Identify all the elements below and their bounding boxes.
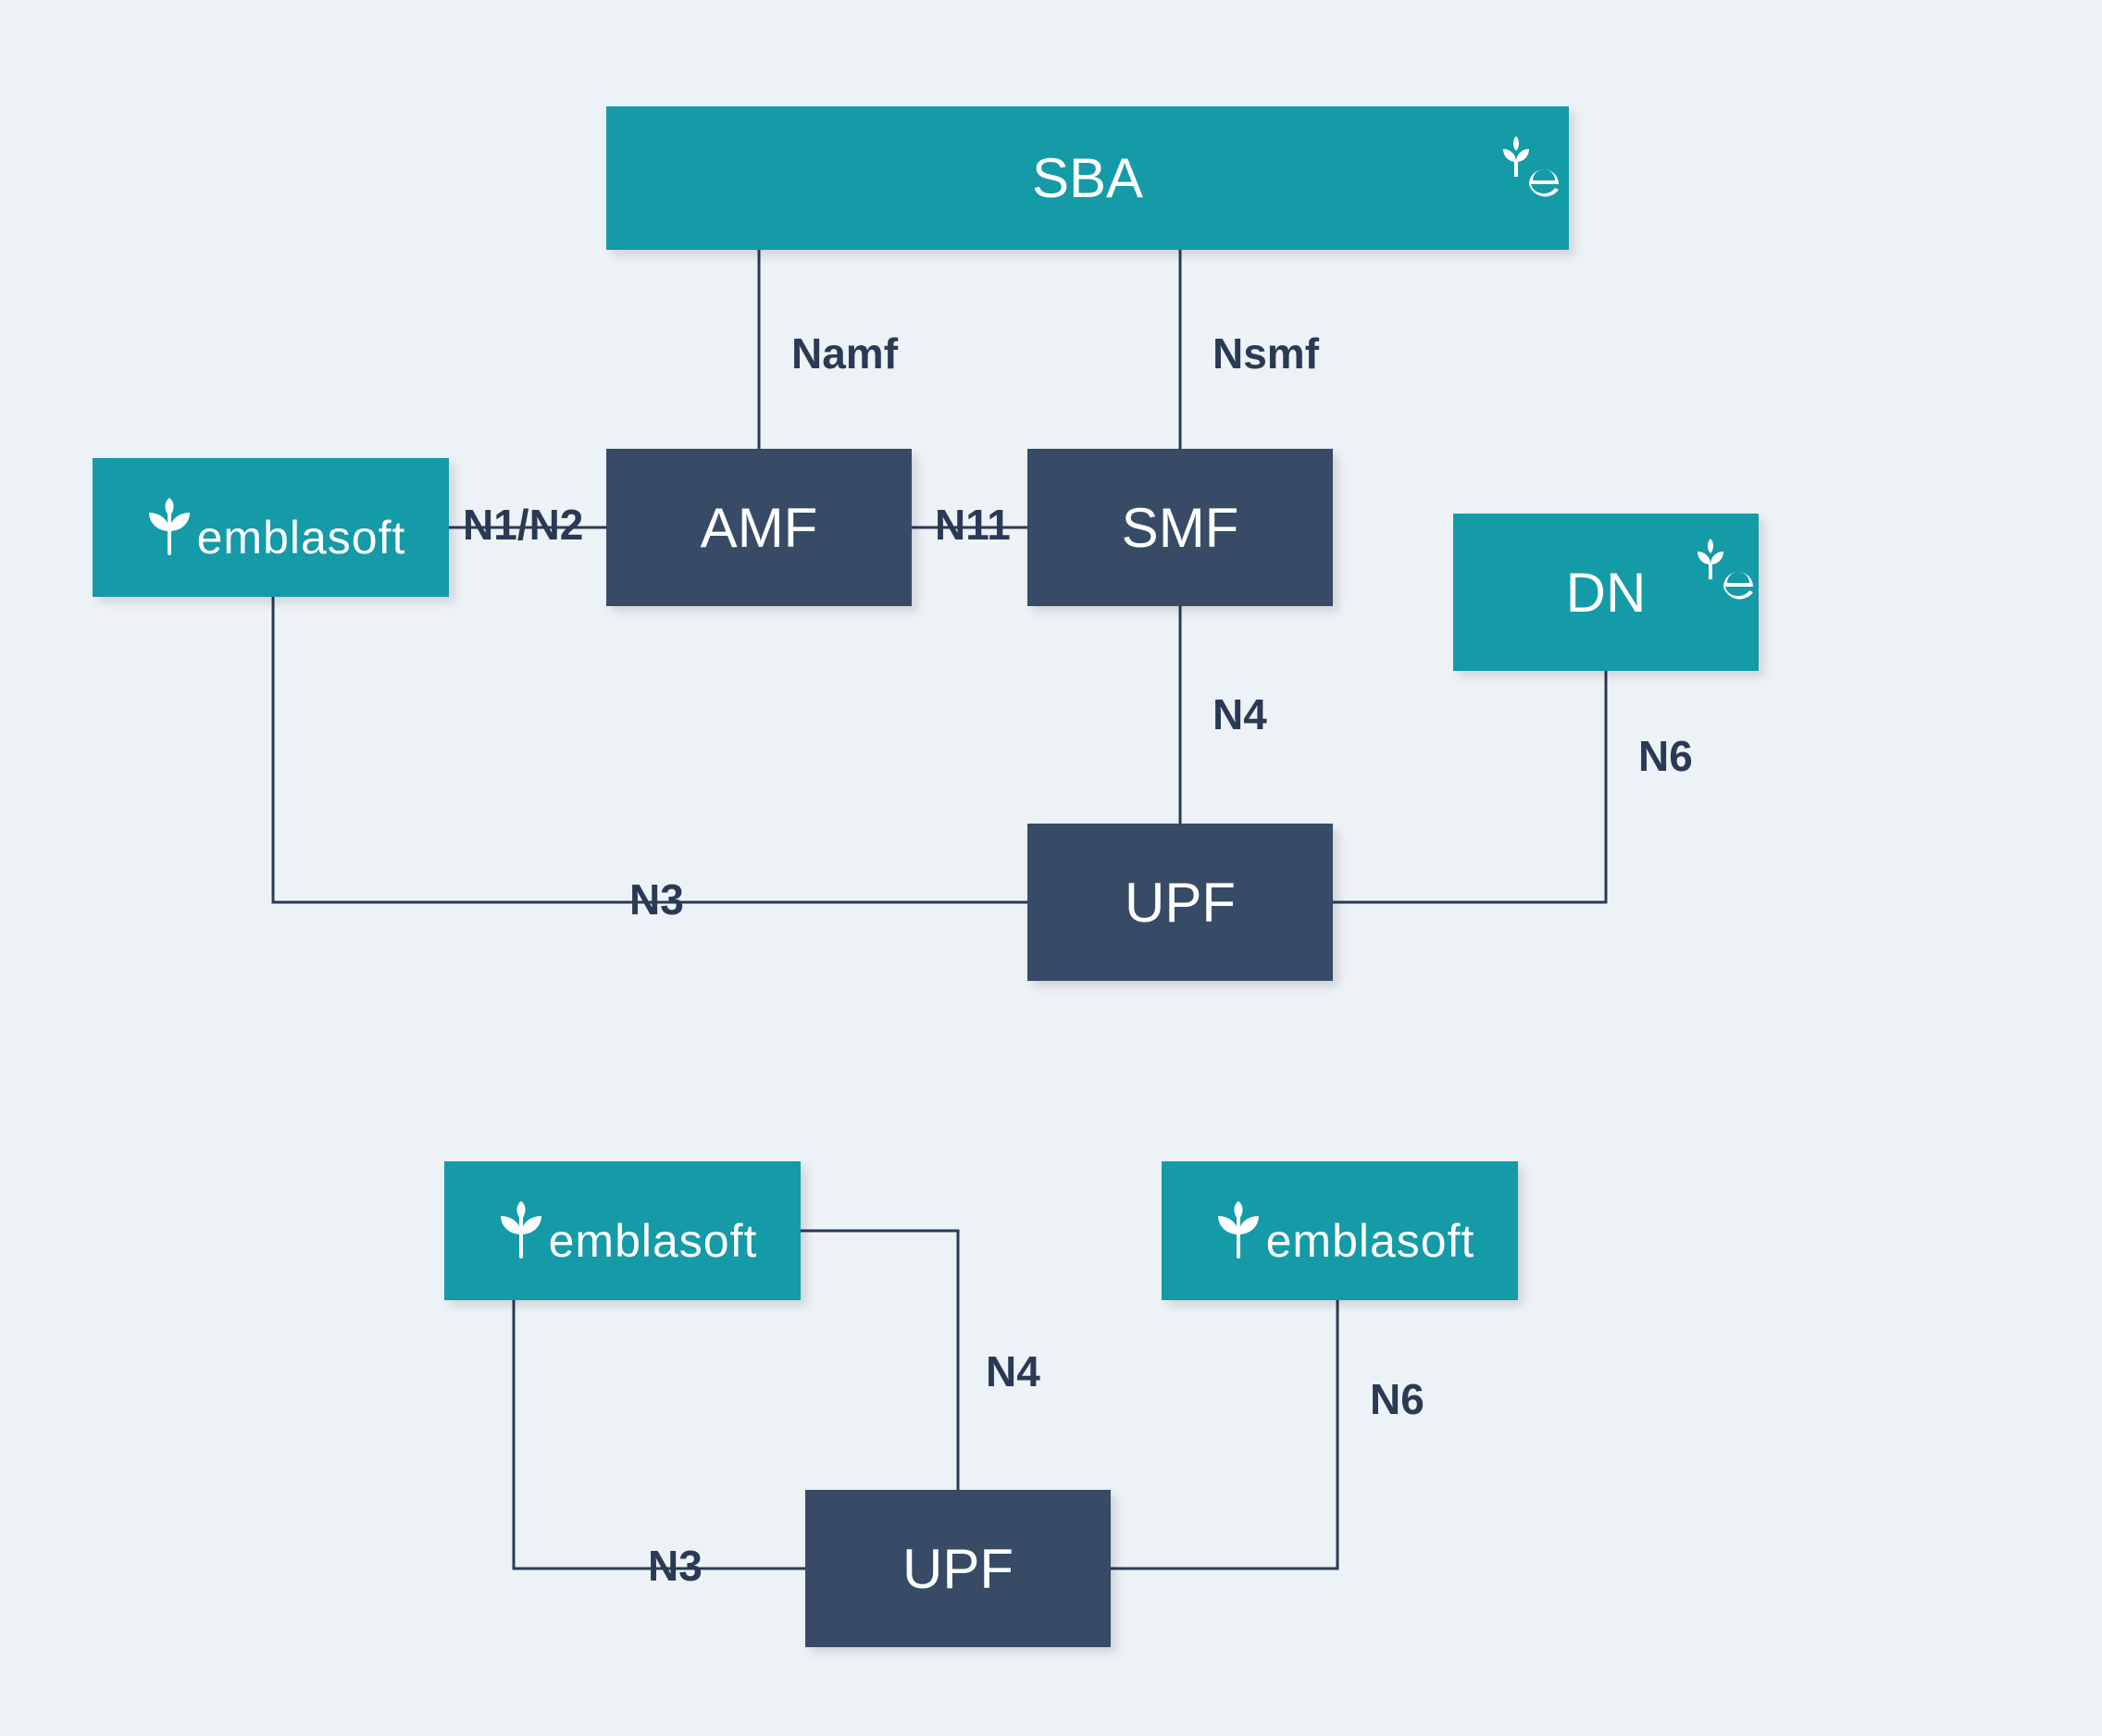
edge-bl-upf-n4 <box>801 1231 958 1490</box>
edge-label-n6_bot: N6 <box>1370 1374 1424 1424</box>
node-label-dn: DN <box>1566 561 1647 625</box>
node-smf: SMF <box>1027 449 1333 606</box>
e-badge-icon <box>1685 537 1759 611</box>
node-emb_bl: emblasoft <box>444 1161 801 1300</box>
node-emb_top: emblasoft <box>93 458 449 597</box>
node-label-emb_br: emblasoft <box>1266 1218 1475 1264</box>
diagram-canvas: SBA AMF SMF DN emblasoft UPF <box>0 0 2102 1736</box>
node-amf: AMF <box>606 449 912 606</box>
edge-label-nsmf: Nsmf <box>1213 329 1319 378</box>
edge-label-n6_top: N6 <box>1638 731 1693 781</box>
node-label-smf: SMF <box>1122 496 1239 560</box>
node-label-emb_bl: emblasoft <box>549 1218 758 1264</box>
node-label-amf: AMF <box>701 496 818 560</box>
edge-label-n1n2: N1/N2 <box>463 500 583 550</box>
e-badge-icon <box>1490 134 1564 208</box>
edge-label-n4_top: N4 <box>1213 689 1267 739</box>
edge-br-upf-n6 <box>1111 1300 1337 1569</box>
edge-label-n4_bot: N4 <box>986 1346 1040 1396</box>
e-icon-dn <box>1685 537 1759 615</box>
e-icon-sba <box>1490 134 1564 213</box>
edge-label-n3_bot: N3 <box>648 1541 703 1591</box>
node-upf_top: UPF <box>1027 824 1333 981</box>
edge-bl-upf-n3 <box>514 1300 805 1569</box>
edge-label-n3_top: N3 <box>629 874 684 924</box>
leaf-icon <box>488 1197 554 1264</box>
leaf-icon <box>1205 1197 1272 1264</box>
edge-emb-upf-n3 <box>273 597 1027 902</box>
node-label-sba: SBA <box>1032 146 1143 210</box>
edge-label-namf: Namf <box>791 329 898 378</box>
node-label-upf_top: UPF <box>1125 871 1236 935</box>
node-sba: SBA <box>606 106 1569 250</box>
leaf-icon <box>136 494 203 561</box>
edge-upf-dn <box>1333 671 1606 902</box>
node-emb_br: emblasoft <box>1162 1161 1518 1300</box>
node-upf_bot: UPF <box>805 1490 1111 1647</box>
edge-label-n11: N11 <box>935 500 1011 550</box>
node-label-upf_bot: UPF <box>902 1537 1014 1601</box>
node-label-emb_top: emblasoft <box>197 515 406 561</box>
